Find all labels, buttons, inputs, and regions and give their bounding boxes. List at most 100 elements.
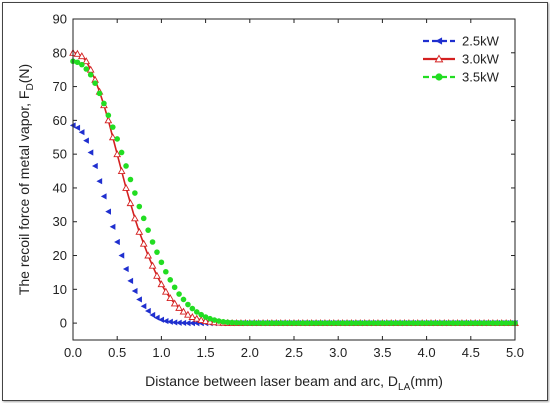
data-point xyxy=(384,320,390,326)
data-point xyxy=(313,320,319,326)
x-tick-label: 0.0 xyxy=(64,345,82,360)
data-point xyxy=(388,320,395,326)
data-point xyxy=(193,309,200,315)
y-tick-label: 60 xyxy=(53,113,67,128)
data-point xyxy=(264,320,271,326)
y-tick-label: 10 xyxy=(53,282,67,297)
data-point xyxy=(114,136,120,142)
data-point xyxy=(131,214,139,222)
y-tick-label: 70 xyxy=(53,79,67,94)
data-point xyxy=(445,320,452,326)
data-point xyxy=(158,316,165,323)
data-point xyxy=(171,284,178,291)
data-point xyxy=(247,320,253,326)
data-point xyxy=(189,305,196,312)
y-tick-label: 0 xyxy=(60,316,67,331)
y-tick-label: 30 xyxy=(53,214,67,229)
x-axis-title-subscript: LA xyxy=(398,382,411,393)
data-point xyxy=(188,312,197,320)
data-point xyxy=(503,320,509,326)
data-point xyxy=(74,124,81,131)
data-point xyxy=(140,215,147,222)
data-point xyxy=(490,320,496,326)
data-point xyxy=(126,199,135,207)
data-point xyxy=(77,52,86,60)
recoil-force-chart: 0.0 0.5 1.0 1.5 2.0 2.5 3.0 3.5 4.0 4.5 5.0 0 10 20 30… xyxy=(16,12,524,394)
data-point xyxy=(144,251,153,259)
data-point xyxy=(507,320,514,326)
data-point xyxy=(122,183,130,191)
data-point xyxy=(370,320,377,326)
y-tick-label: 90 xyxy=(53,12,67,27)
data-point xyxy=(242,320,249,326)
data-point xyxy=(153,271,161,279)
data-point xyxy=(117,167,126,174)
data-point xyxy=(74,59,81,66)
data-point xyxy=(401,320,408,326)
data-point xyxy=(105,112,112,119)
data-point xyxy=(140,303,147,310)
y-axis-title-main: The recoil force of metal vapor, F xyxy=(16,91,32,296)
x-tick-label: 4.5 xyxy=(462,345,480,360)
data-point xyxy=(145,307,151,315)
data-point xyxy=(260,320,266,326)
y-axis-title-subscript: D xyxy=(25,83,36,90)
data-point xyxy=(180,296,187,303)
data-point xyxy=(83,137,89,144)
data-point xyxy=(78,129,85,136)
x-tick-label: 2.0 xyxy=(241,345,259,360)
data-point xyxy=(96,178,103,185)
data-point xyxy=(136,203,143,210)
data-point xyxy=(167,277,174,283)
legend-label: 3.5kW xyxy=(462,70,500,85)
data-point xyxy=(255,320,262,326)
data-point xyxy=(82,57,91,65)
data-point xyxy=(348,320,355,326)
data-point xyxy=(158,259,165,266)
y-tick-label: 20 xyxy=(53,248,67,263)
data-point xyxy=(73,49,82,57)
plot-area-frame xyxy=(72,18,516,341)
data-point xyxy=(339,320,346,326)
data-point xyxy=(127,277,134,284)
data-point xyxy=(441,320,448,326)
data-point xyxy=(101,100,107,107)
data-point xyxy=(273,320,280,326)
x-tick-label: 5.0 xyxy=(506,345,524,360)
data-point xyxy=(145,227,151,233)
data-point xyxy=(202,314,209,320)
legend: 2.5kW 3.0kW 3.5kW xyxy=(423,34,500,85)
data-point xyxy=(317,320,324,326)
legend-item: 3.0kW xyxy=(423,52,500,67)
data-point xyxy=(286,320,293,326)
data-point xyxy=(216,318,222,324)
x-tick-label: 2.5 xyxy=(285,345,303,360)
data-point xyxy=(308,320,315,326)
data-point xyxy=(135,227,144,235)
data-point xyxy=(435,73,443,81)
data-point xyxy=(463,320,470,326)
data-point xyxy=(114,238,120,246)
x-tick-label: 3.5 xyxy=(373,345,391,360)
series-3.5kW xyxy=(70,58,518,326)
data-point xyxy=(233,319,240,326)
data-point xyxy=(330,320,337,326)
x-tick-label: 1.5 xyxy=(197,345,215,360)
data-point xyxy=(131,287,138,295)
data-point xyxy=(192,314,201,322)
data-point xyxy=(197,316,206,323)
data-point xyxy=(207,315,213,322)
data-point xyxy=(127,176,134,183)
data-point xyxy=(432,320,439,326)
x-tick-label: 1.0 xyxy=(152,345,170,360)
data-point xyxy=(180,319,187,327)
data-point xyxy=(379,320,386,326)
x-tick-label: 3.0 xyxy=(329,345,347,360)
data-point xyxy=(104,116,113,124)
data-point xyxy=(132,190,138,196)
data-point xyxy=(450,320,456,326)
data-point xyxy=(122,265,129,273)
data-point xyxy=(326,320,333,326)
series-line xyxy=(72,52,515,324)
data-point xyxy=(419,320,425,326)
